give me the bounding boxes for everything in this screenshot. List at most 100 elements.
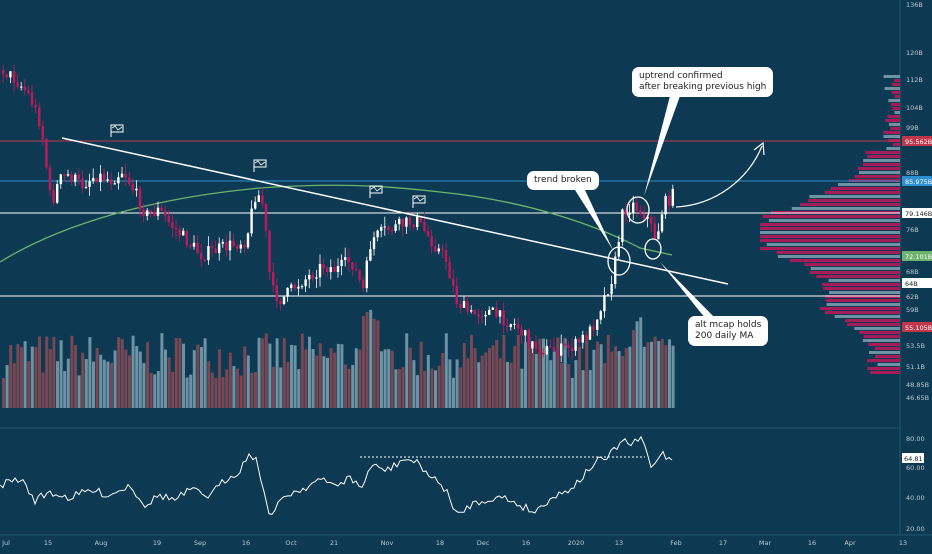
- volume-bar: [250, 373, 254, 408]
- volume-bar: [351, 364, 355, 408]
- volume-profile-bar: [823, 287, 900, 290]
- callout-pointer-trend-broken: [575, 190, 613, 250]
- candle-body: [221, 242, 224, 244]
- volume-profile-bar: [892, 107, 900, 110]
- candle-body: [448, 261, 451, 279]
- volume-bar: [34, 347, 38, 408]
- volume-bar: [167, 357, 171, 408]
- volume-profile-bar: [884, 87, 900, 90]
- volume-bar: [585, 335, 589, 408]
- candle-body: [473, 310, 476, 315]
- candle-body: [207, 246, 210, 261]
- candle-body: [513, 323, 516, 325]
- candle-body: [228, 240, 232, 251]
- flag-marker-wave: [413, 196, 425, 202]
- volume-profile-bar: [888, 99, 900, 102]
- volume-bar: [272, 366, 275, 408]
- volume-profile-bar: [883, 75, 900, 78]
- volume-bar: [401, 367, 405, 408]
- volume-profile-bar: [760, 223, 900, 226]
- time-tick-label: 15: [44, 539, 52, 547]
- volume-bar: [452, 377, 455, 408]
- candle-body: [624, 209, 628, 215]
- volume-bar: [556, 337, 560, 408]
- volume-bar: [394, 369, 398, 408]
- candle-body: [369, 249, 372, 261]
- candle-body: [509, 324, 512, 328]
- volume-bar: [520, 368, 524, 408]
- candle-body: [275, 285, 278, 302]
- volume-bar: [189, 374, 193, 408]
- time-tick-label: 16: [242, 539, 250, 547]
- candle-body: [160, 207, 163, 211]
- volume-bar: [664, 345, 668, 408]
- volume-bar: [203, 338, 207, 408]
- volume-bar: [470, 334, 473, 408]
- volume-bar: [614, 346, 617, 408]
- candle-body: [5, 74, 8, 78]
- candle-body: [376, 230, 379, 238]
- candle-body: [556, 350, 559, 356]
- candle-body: [38, 107, 41, 127]
- candle-body: [286, 287, 289, 297]
- volume-bar: [412, 360, 416, 408]
- volume-bar: [308, 336, 311, 408]
- candle-body: [531, 341, 534, 349]
- volume-bar: [668, 339, 671, 408]
- time-tick-label: 16: [808, 539, 816, 547]
- volume-profile-bar: [816, 275, 900, 278]
- candle-body: [333, 267, 336, 272]
- volume-bar: [74, 345, 77, 408]
- volume-profile-bar: [830, 187, 900, 190]
- candle-body: [264, 203, 268, 231]
- candle-body: [412, 224, 415, 227]
- volume-bar: [592, 349, 596, 408]
- volume-bar: [448, 359, 452, 408]
- candle-body: [524, 330, 527, 336]
- time-tick-label: 21: [330, 539, 338, 547]
- volume-profile-bar: [870, 371, 900, 374]
- volume-profile-bar: [760, 231, 900, 234]
- candle-body: [95, 178, 98, 183]
- volume-profile-bar: [824, 191, 900, 194]
- time-tick-label: 18: [436, 539, 444, 547]
- volume-bar: [30, 346, 34, 408]
- volume-profile-bar: [888, 123, 900, 126]
- volume-profile-bar: [809, 271, 900, 274]
- volume-profile-bar: [869, 351, 900, 354]
- candle-body: [146, 210, 149, 216]
- volume-profile-bar: [789, 259, 900, 262]
- volume-profile-bar: [883, 131, 900, 134]
- candle-body: [653, 223, 656, 240]
- volume-bar: [279, 367, 283, 408]
- price-tag: 85.975B: [905, 178, 932, 186]
- candle-body: [45, 139, 48, 168]
- volume-profile-bar: [826, 303, 900, 306]
- volume-bar: [344, 364, 347, 408]
- candle-body: [671, 188, 674, 206]
- candle-body: [383, 226, 386, 228]
- volume-profile-bar: [828, 279, 900, 282]
- candle-body: [12, 71, 16, 83]
- volume-bar: [192, 350, 196, 408]
- candle-body: [153, 212, 156, 216]
- price-tick-label: 136B: [906, 1, 923, 9]
- price-tick-label: 104B: [906, 104, 923, 112]
- volume-profile-bar: [867, 359, 900, 362]
- volume-bar: [246, 355, 250, 408]
- time-tick-label: Jul: [1, 539, 10, 547]
- circle-ma-hold: [644, 238, 662, 260]
- price-tag: 72.101B: [905, 253, 932, 261]
- volume-bar: [509, 362, 513, 408]
- volume-bar: [88, 337, 92, 408]
- volume-bar: [596, 341, 599, 408]
- volume-bar: [228, 352, 232, 408]
- price-tag-bg: [902, 322, 932, 332]
- candle-body: [250, 208, 253, 234]
- volume-profile-bar: [822, 283, 900, 286]
- volume-bar: [286, 362, 290, 408]
- volume-bar: [232, 366, 236, 408]
- candle-body: [84, 186, 88, 188]
- volume-bar: [70, 335, 74, 408]
- volume-bar: [254, 372, 257, 408]
